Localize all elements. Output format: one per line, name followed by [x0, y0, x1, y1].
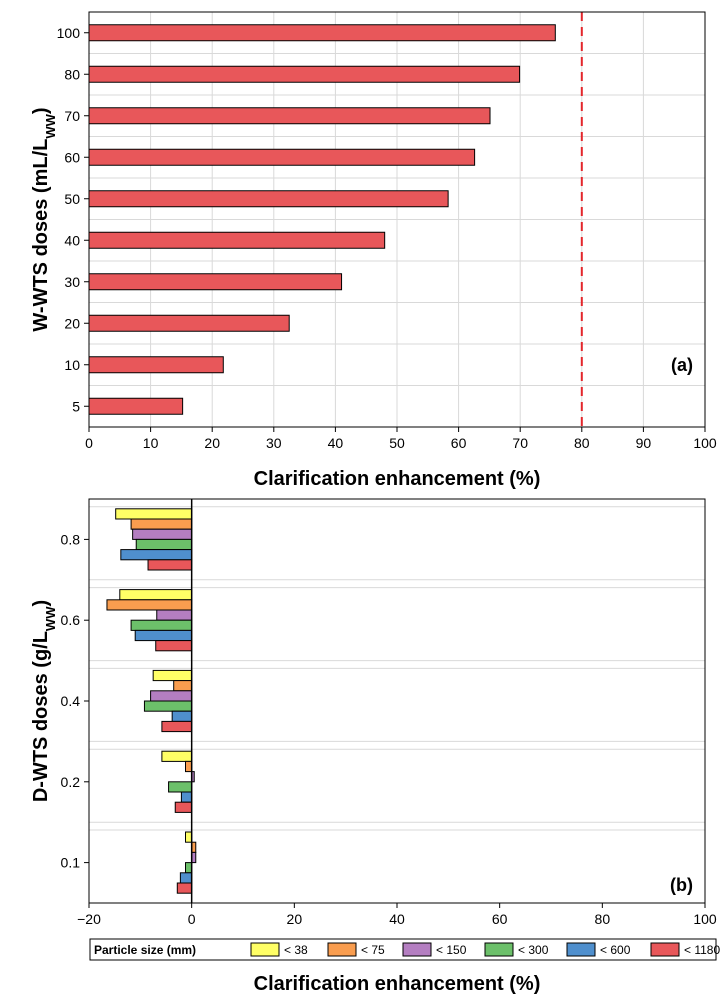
y-tick-label: 70 — [64, 108, 80, 124]
legend-swatch — [484, 942, 514, 957]
bar-0.2-series-0 — [161, 750, 193, 762]
x-tick-label: 40 — [389, 911, 405, 927]
panel-b-y-axis-title: D-WTS doses (g/LWW) — [30, 600, 58, 802]
legend-swatch — [566, 942, 596, 957]
bar-0.6-series-5 — [155, 640, 193, 652]
bar-0.1-series-4 — [179, 872, 193, 884]
bar-0.4-series-0 — [152, 669, 193, 682]
y-tick-label: 60 — [64, 149, 80, 165]
bar-0.1-series-0 — [185, 831, 193, 843]
bar-0.4-series-5 — [161, 720, 193, 733]
bar-0.8-series-3 — [135, 538, 193, 551]
x-tick-label: 30 — [266, 435, 282, 451]
legend-label: < 150 — [436, 943, 467, 957]
x-tick-label: 100 — [693, 911, 717, 927]
panel-a-y-axis-title: W-WTS doses (mL/LWW) — [30, 107, 58, 331]
panel-b-chart: −20 0 20 40 60 80 100 0.1 0.2 0.4 0.6 0.8 (b) Parti… — [30, 498, 720, 995]
panel-a-ticks: 0 10 20 30 40 50 60 70 80 90 100 5 10 20 30 40 50 60 70 80 1… — [57, 25, 717, 451]
bar-0.6-series-0 — [119, 589, 193, 601]
bar-dose-80 — [88, 65, 521, 83]
y-tick-label: 40 — [64, 232, 80, 248]
bar-dose-60 — [88, 148, 476, 166]
legend-label: < 300 — [518, 943, 549, 957]
bar-0.2-series-3 — [168, 781, 193, 793]
y-tick-label: 5 — [72, 398, 80, 414]
panel-b-x-axis-title: Clarification enhancement (%) — [254, 973, 541, 995]
legend-swatch — [327, 942, 357, 957]
panel-b-ticks: −20 0 20 40 60 80 100 0.1 0.2 0.4 0.6 0.8 — [61, 531, 717, 927]
bar-0.2-series-4 — [180, 791, 193, 803]
x-tick-label: 50 — [389, 435, 405, 451]
bar-dose-100 — [88, 24, 556, 42]
bar-0.4-series-4 — [171, 710, 193, 722]
bar-dose-50 — [88, 190, 449, 208]
x-tick-label: 20 — [287, 911, 303, 927]
y-tick-label: 10 — [64, 357, 80, 373]
bar-0.8-series-2 — [132, 528, 193, 540]
panel-b-bars — [106, 508, 197, 894]
bar-0.6-series-3 — [130, 619, 193, 631]
legend-label: < 75 — [361, 943, 385, 957]
panel-a-chart: 0 10 20 30 40 50 60 70 80 90 100 5 10 20 30 40 50 60 70 80 1… — [30, 11, 717, 490]
y-tick-label: 0.1 — [61, 855, 81, 871]
bar-0.6-series-1 — [106, 599, 193, 611]
y-tick-label: 20 — [64, 315, 80, 331]
bar-0.6-series-4 — [134, 629, 193, 642]
legend-swatch — [250, 942, 280, 957]
bar-0.4-series-1 — [173, 680, 193, 692]
legend-title: Particle size (mm) — [94, 943, 196, 957]
x-tick-label: 0 — [188, 911, 196, 927]
bar-0.1-series-3 — [185, 862, 193, 874]
bar-0.8-series-0 — [115, 508, 193, 520]
y-tick-label: 0.2 — [61, 774, 81, 790]
legend-swatch — [650, 942, 680, 957]
bar-0.6-series-2 — [156, 609, 193, 621]
y-tick-label: 0.4 — [61, 693, 81, 709]
panel-a-bars — [88, 24, 556, 415]
x-tick-label: 100 — [693, 435, 717, 451]
bar-0.2-series-1 — [185, 760, 193, 773]
panel-b-label: (b) — [670, 875, 693, 895]
x-tick-label: 70 — [512, 435, 528, 451]
x-tick-label: −20 — [77, 911, 101, 927]
panel-a-label: (a) — [671, 355, 693, 375]
x-tick-label: 10 — [143, 435, 159, 451]
legend-label: < 600 — [600, 943, 631, 957]
y-tick-label: 0.8 — [61, 531, 81, 547]
bar-0.1-series-5 — [176, 882, 193, 894]
panel-b-legend: Particle size (mm) < 38 < 75 < 150 < 300 < 6… — [89, 938, 720, 961]
bar-dose-70 — [88, 107, 491, 125]
panel-a-x-axis-title: Clarification enhancement (%) — [254, 468, 541, 490]
legend-items: < 38 < 75 < 150 < 300 < 600 < 1180 — [250, 942, 720, 957]
bar-dose-30 — [88, 273, 343, 291]
bar-0.4-series-3 — [143, 700, 193, 712]
bar-dose-20 — [88, 314, 290, 332]
bar-0.4-series-2 — [150, 690, 193, 702]
legend-label: < 1180 — [684, 943, 720, 957]
y-tick-label: 0.6 — [61, 612, 81, 628]
bar-0.8-series-5 — [147, 559, 193, 571]
legend-label: < 38 — [284, 943, 308, 957]
x-tick-label: 60 — [451, 435, 467, 451]
x-tick-label: 90 — [636, 435, 652, 451]
bar-dose-5 — [88, 397, 184, 415]
x-tick-label: 80 — [595, 911, 611, 927]
x-tick-label: 20 — [204, 435, 220, 451]
x-tick-label: 60 — [492, 911, 508, 927]
bar-dose-10 — [88, 356, 224, 374]
y-tick-label: 100 — [57, 25, 81, 41]
x-tick-label: 40 — [328, 435, 344, 451]
x-tick-label: 0 — [85, 435, 93, 451]
x-tick-label: 80 — [574, 435, 590, 451]
legend-swatch — [402, 942, 432, 957]
y-tick-label: 50 — [64, 191, 80, 207]
y-tick-label: 80 — [64, 66, 80, 82]
bar-0.8-series-1 — [130, 518, 193, 530]
bar-0.8-series-4 — [120, 549, 193, 561]
bar-dose-40 — [88, 231, 386, 249]
y-tick-label: 30 — [64, 274, 80, 290]
bar-0.2-series-5 — [174, 801, 193, 813]
